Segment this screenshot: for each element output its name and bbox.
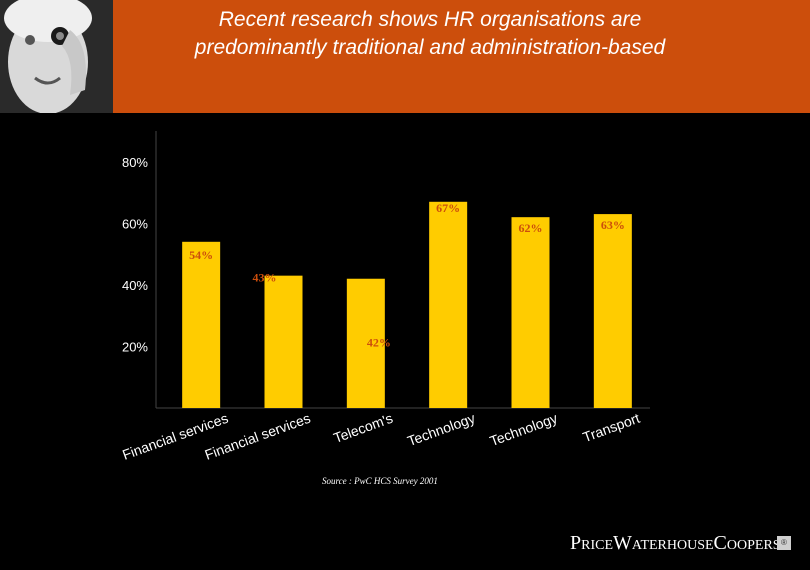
bar — [429, 201, 468, 408]
bar — [264, 275, 303, 408]
y-tick-label: 60% — [122, 216, 148, 231]
y-tick-label: 20% — [122, 339, 148, 354]
chart-axes — [155, 131, 650, 409]
logo-mark-icon: ® — [777, 536, 791, 550]
data-label: 63% — [601, 218, 625, 232]
title-band — [113, 0, 810, 113]
category-label: Transport — [581, 410, 642, 445]
bar — [593, 214, 632, 408]
slide-title: Recent research shows HR organisations a… — [194, 8, 666, 59]
bar — [182, 241, 221, 408]
data-label: 54% — [189, 248, 213, 262]
bar — [346, 278, 385, 408]
bar — [511, 217, 550, 408]
source-note: Source : PwC HCS Survey 2001 — [322, 476, 438, 486]
category-label: Technology — [487, 410, 559, 449]
data-label: 67% — [436, 201, 460, 215]
portrait-image — [0, 0, 113, 113]
data-label: 42% — [367, 336, 391, 350]
y-tick-label: 80% — [122, 155, 148, 170]
bar-chart: 20% 40% 60% 80% 54% 43% 42% 67% 62% 63% Financia… — [120, 131, 650, 463]
portrait-photo — [0, 0, 113, 113]
data-label: 43% — [253, 271, 277, 285]
company-logo: PriceWaterhouseCoopers — [570, 532, 781, 554]
chart-data-labels: 54% 43% 42% 67% 62% 63% — [189, 201, 625, 350]
data-label: 62% — [519, 221, 543, 235]
category-label: Telecom's — [331, 410, 395, 446]
chart-bars — [182, 201, 632, 408]
y-tick-label: 40% — [122, 278, 148, 293]
chart-y-ticks: 20% 40% 60% 80% — [122, 155, 148, 355]
category-label: Technology — [405, 410, 477, 449]
